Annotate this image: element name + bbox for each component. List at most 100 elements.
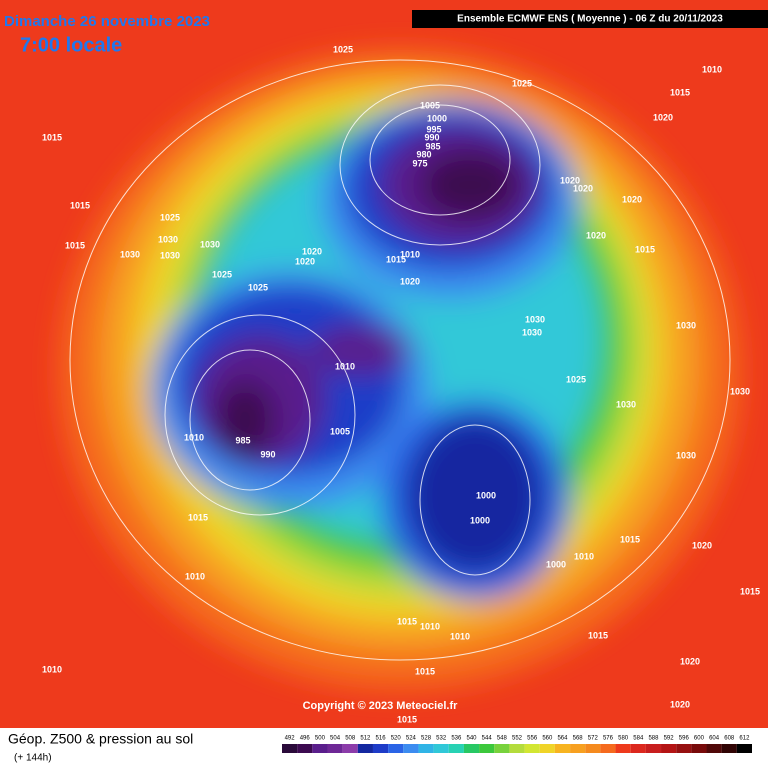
colorbar-label: 512 <box>360 736 371 742</box>
colorbar-swatch <box>342 744 358 753</box>
colorbar-swatch <box>524 744 540 753</box>
model-box <box>412 10 768 28</box>
colorbar-swatch <box>479 744 495 753</box>
isobar-label: 1000 <box>546 559 566 569</box>
isobar-label: 980 <box>416 149 431 159</box>
colorbar-swatch <box>539 744 555 753</box>
colorbar-swatch <box>706 744 722 753</box>
isobar-label: 1015 <box>386 254 406 264</box>
colorbar-label: 568 <box>573 736 584 742</box>
colorbar-label: 592 <box>664 736 675 742</box>
colorbar-swatch <box>372 744 389 753</box>
colorbar-swatch <box>661 744 677 753</box>
isobar-label: 1025 <box>512 78 532 88</box>
isobar-label: 1020 <box>586 230 606 240</box>
colorbar-label: 504 <box>330 736 341 742</box>
footer-title: Géop. Z500 & pression au sol <box>8 731 193 747</box>
colorbar-swatch <box>448 744 464 753</box>
isobar-label: 1025 <box>160 212 180 222</box>
isobar-label: 1010 <box>185 571 205 581</box>
colorbar-label: 528 <box>421 736 432 742</box>
colorbar-label: 500 <box>315 736 326 742</box>
isobar-label: 1015 <box>70 200 90 210</box>
colorbar-swatch <box>418 744 434 753</box>
isobar-label: 1015 <box>65 240 85 250</box>
colorbar-label: 612 <box>739 736 750 742</box>
colorbar-swatch <box>676 744 692 753</box>
colorbar-label: 516 <box>376 736 387 742</box>
isobar-label: 1030 <box>676 450 696 460</box>
isobar-label: 1005 <box>330 426 350 436</box>
isobar-label: 1030 <box>525 314 545 324</box>
colorbar-swatch <box>645 744 662 753</box>
isobar-label: 1025 <box>248 282 268 292</box>
colorbar-swatch <box>494 744 510 753</box>
isobar-label: 1020 <box>670 699 690 709</box>
colorbar-swatch <box>433 744 449 753</box>
colorbar-label: 584 <box>633 736 644 742</box>
colorbar-label: 604 <box>709 736 720 742</box>
isobar-label: 1015 <box>397 714 417 724</box>
colorbar-label: 548 <box>497 736 508 742</box>
isobar-label: 1025 <box>212 269 232 279</box>
colorbar-swatch <box>554 744 571 753</box>
colorbar-swatch <box>736 744 752 753</box>
isobar-label: 995 <box>426 124 441 134</box>
colorbar-label: 540 <box>467 736 478 742</box>
isobar-label: 1025 <box>566 374 586 384</box>
isobar-label: 1030 <box>730 386 750 396</box>
colorbar-label: 524 <box>406 736 417 742</box>
isobar-label: 1030 <box>120 249 140 259</box>
isobar-label: 1025 <box>333 44 353 54</box>
z500-field <box>60 50 740 690</box>
isobar-label: 1005 <box>420 100 440 110</box>
isobars <box>69 59 731 661</box>
isobar-label: 1010 <box>335 361 355 371</box>
isobar-label: 1030 <box>200 239 220 249</box>
isobar-label: 1000 <box>476 490 496 500</box>
colorbar-label: 496 <box>300 736 311 742</box>
footer-subtitle: (+ 144h) <box>14 753 52 764</box>
colorbar-label: 580 <box>618 736 629 742</box>
isobar-label: 990 <box>260 449 275 459</box>
isobar-label: 1015 <box>635 244 655 254</box>
colorbar-label: 520 <box>391 736 402 742</box>
colorbar-swatch <box>600 744 616 753</box>
colorbar-label: 572 <box>588 736 599 742</box>
isobar-label: 1030 <box>160 250 180 260</box>
colorbar-swatch <box>312 744 328 753</box>
isobar-label: 1015 <box>588 630 608 640</box>
colorbar-label: 556 <box>527 736 538 742</box>
isobar-label: 1030 <box>158 234 178 244</box>
colorbar-swatch <box>509 744 525 753</box>
isobar-label: 1020 <box>653 112 673 122</box>
isobar-label: 1015 <box>415 666 435 676</box>
colorbar-label: 564 <box>557 736 568 742</box>
colorbar-swatch <box>357 744 373 753</box>
colorbar-label: 600 <box>694 736 705 742</box>
colorbar-swatch <box>463 744 480 753</box>
isobar-label: 1010 <box>574 551 594 561</box>
colorbar-swatch <box>297 744 313 753</box>
colorbar-label: 492 <box>285 736 296 742</box>
isobar-label: 1020 <box>400 276 420 286</box>
isobar-label: 1020 <box>622 194 642 204</box>
isobar-label: 1010 <box>184 432 204 442</box>
isobar-label: 985 <box>235 435 250 445</box>
isobar-label: 1030 <box>522 327 542 337</box>
isobar-label: 1015 <box>397 616 417 626</box>
isobar-label: 1030 <box>616 399 636 409</box>
colorbar-swatch <box>585 744 601 753</box>
isobar-label: 1010 <box>702 64 722 74</box>
isobar-label: 1015 <box>740 586 760 596</box>
colorbar-label: 544 <box>482 736 493 742</box>
isobar-label: 985 <box>425 141 440 151</box>
colorbar-swatch <box>721 744 737 753</box>
colorbar-swatch <box>615 744 631 753</box>
colorbar-swatch <box>570 744 586 753</box>
model-info: Ensemble ECMWF ENS ( Moyenne ) - 06 Z du… <box>457 14 723 25</box>
isobar-label: 1000 <box>427 113 447 123</box>
colorbar-label: 588 <box>648 736 659 742</box>
isobar-label: 1010 <box>400 249 420 259</box>
